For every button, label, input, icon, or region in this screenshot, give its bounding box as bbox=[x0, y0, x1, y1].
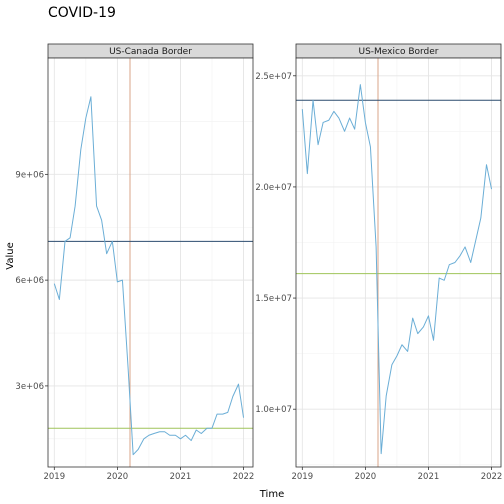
y-tick-label: 2.0e+07 bbox=[255, 183, 292, 193]
x-tick-label: 2021 bbox=[418, 472, 440, 482]
panel-1: US-Canada Border 2019 2020 2021 2022 3e+06 6e+… bbox=[15, 43, 255, 482]
x-tick-label: 2019 bbox=[43, 472, 65, 482]
x-tick-label: 2019 bbox=[291, 472, 313, 482]
chart-title: COVID-19 bbox=[48, 5, 116, 21]
plot-background bbox=[296, 58, 501, 467]
series-line bbox=[53, 96, 245, 456]
x-tick-label: 2022 bbox=[233, 472, 255, 482]
x-tick-label: 2022 bbox=[481, 472, 503, 482]
panel-2: US-Mexico Border 2019 2020 2021 2022 1.0e+07 1… bbox=[255, 43, 503, 482]
y-tick-label: 1.5e+07 bbox=[255, 294, 292, 304]
y-tick-label: 9e+06 bbox=[15, 170, 44, 180]
y-axis-title: Value bbox=[5, 242, 16, 269]
y-tick-label: 3e+06 bbox=[15, 382, 44, 392]
y-tick-label: 1.0e+07 bbox=[255, 405, 292, 415]
plot-background bbox=[48, 58, 253, 467]
x-tick-label: 2021 bbox=[170, 472, 192, 482]
panel-border bbox=[295, 57, 502, 468]
x-tick-label: 2020 bbox=[107, 472, 129, 482]
x-axis-title: Time bbox=[259, 489, 284, 500]
chart-panels: US-Canada Border 2019 2020 2021 2022 3e+06 6e+… bbox=[15, 43, 503, 482]
facet-strip-label: US-Canada Border bbox=[109, 47, 192, 57]
y-tick-label: 6e+06 bbox=[15, 276, 44, 286]
y-tick-label: 2.5e+07 bbox=[255, 72, 292, 82]
panel-border bbox=[47, 57, 254, 468]
x-tick-label: 2020 bbox=[355, 472, 377, 482]
facet-strip-label: US-Mexico Border bbox=[358, 47, 438, 57]
series-line bbox=[301, 84, 493, 455]
